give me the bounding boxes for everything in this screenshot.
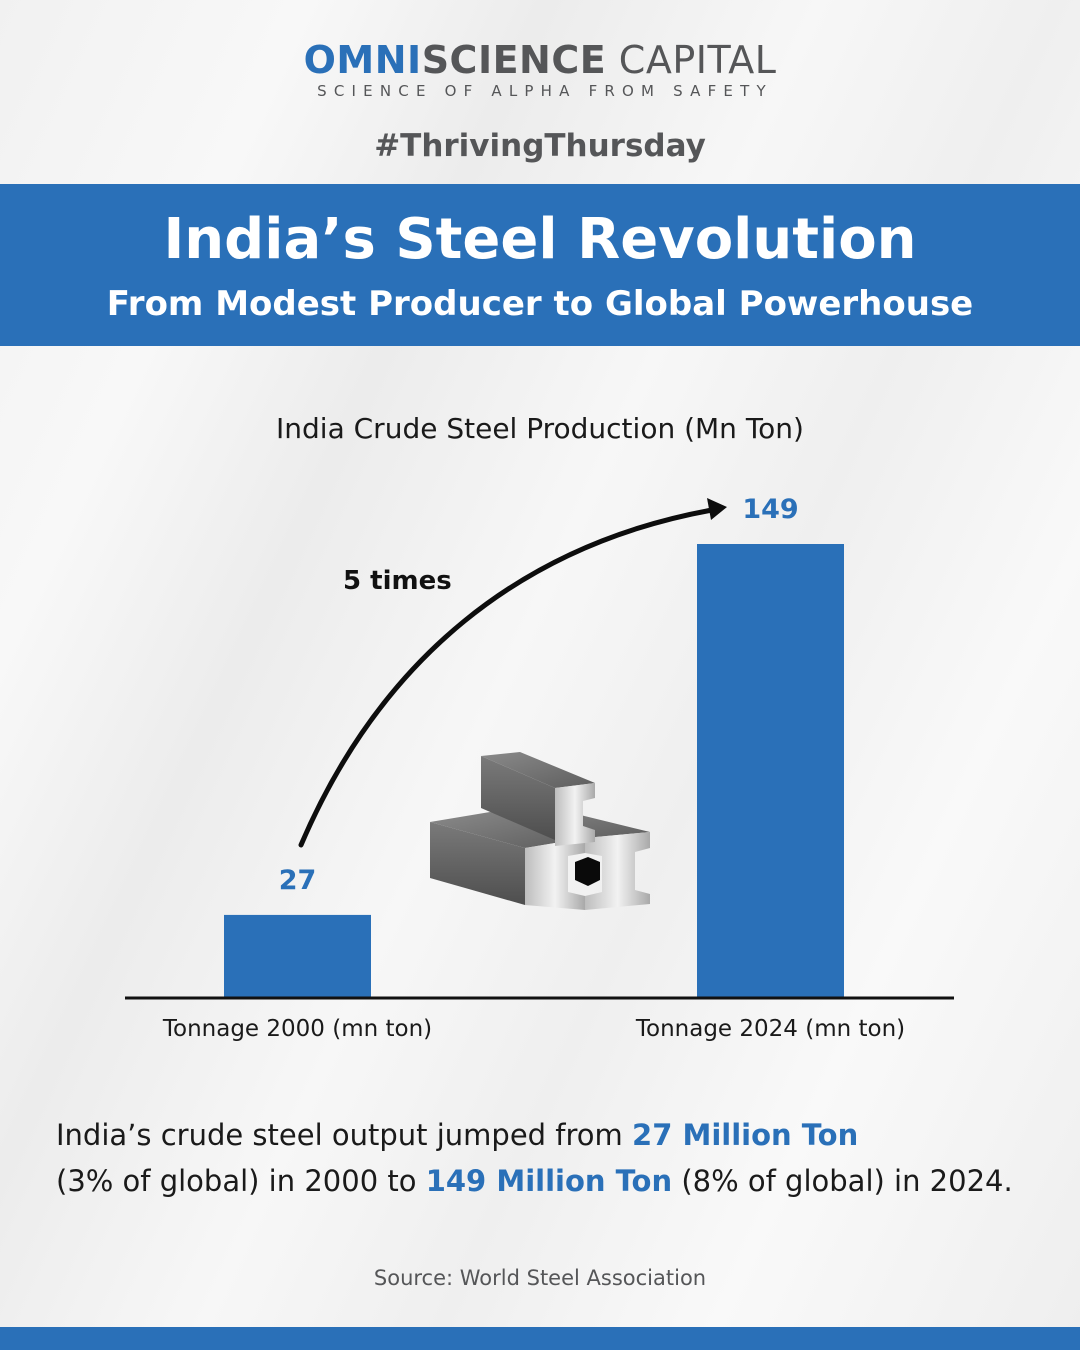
category-label-2000: Tonnage 2000 (mn ton) <box>162 1016 432 1042</box>
brand-logo: OMNISCIENCE CAPITAL <box>0 40 1080 80</box>
logo-omni: OMNI <box>303 38 422 82</box>
summary-highlight-2024: 149 Million Ton <box>425 1164 673 1198</box>
bar-value-label-2024: 149 <box>742 494 798 525</box>
growth-arrow <box>298 507 715 848</box>
category-label-2024: Tonnage 2024 (mn ton) <box>635 1016 905 1042</box>
arrowhead-icon <box>707 498 727 520</box>
bar-2024 <box>697 544 844 997</box>
summary-highlight-2000: 27 Million Ton <box>632 1118 859 1152</box>
chart-title: India Crude Steel Production (Mn Ton) <box>276 412 804 445</box>
page-subtitle: From Modest Producer to Global Powerhous… <box>106 284 974 324</box>
title-banner: India’s Steel Revolution From Modest Pro… <box>0 184 1080 346</box>
hashtag: #ThrivingThursday <box>374 128 706 164</box>
logo-science: SCIENCE <box>421 38 607 82</box>
bar-2000 <box>224 914 371 997</box>
summary-part2: (3% of global) in 2000 to <box>56 1164 426 1198</box>
footer-bar <box>0 1327 1080 1350</box>
steel-i-beams-icon <box>430 752 650 910</box>
growth-annotation: 5 times <box>343 566 452 596</box>
brand-tagline: SCIENCE OF ALPHA FROM SAFETY <box>317 82 773 100</box>
bar-value-label-2000: 27 <box>279 865 317 896</box>
source-note: Source: World Steel Association <box>373 1266 707 1290</box>
page-title: India’s Steel Revolution <box>163 207 917 272</box>
summary-part1: India’s crude steel output jumped from <box>56 1118 633 1152</box>
summary-text: India’s crude steel output jumped from 2… <box>56 1112 1056 1204</box>
logo-capital: CAPITAL <box>618 38 777 82</box>
summary-part3: (8% of global) in 2024. <box>672 1164 1013 1198</box>
